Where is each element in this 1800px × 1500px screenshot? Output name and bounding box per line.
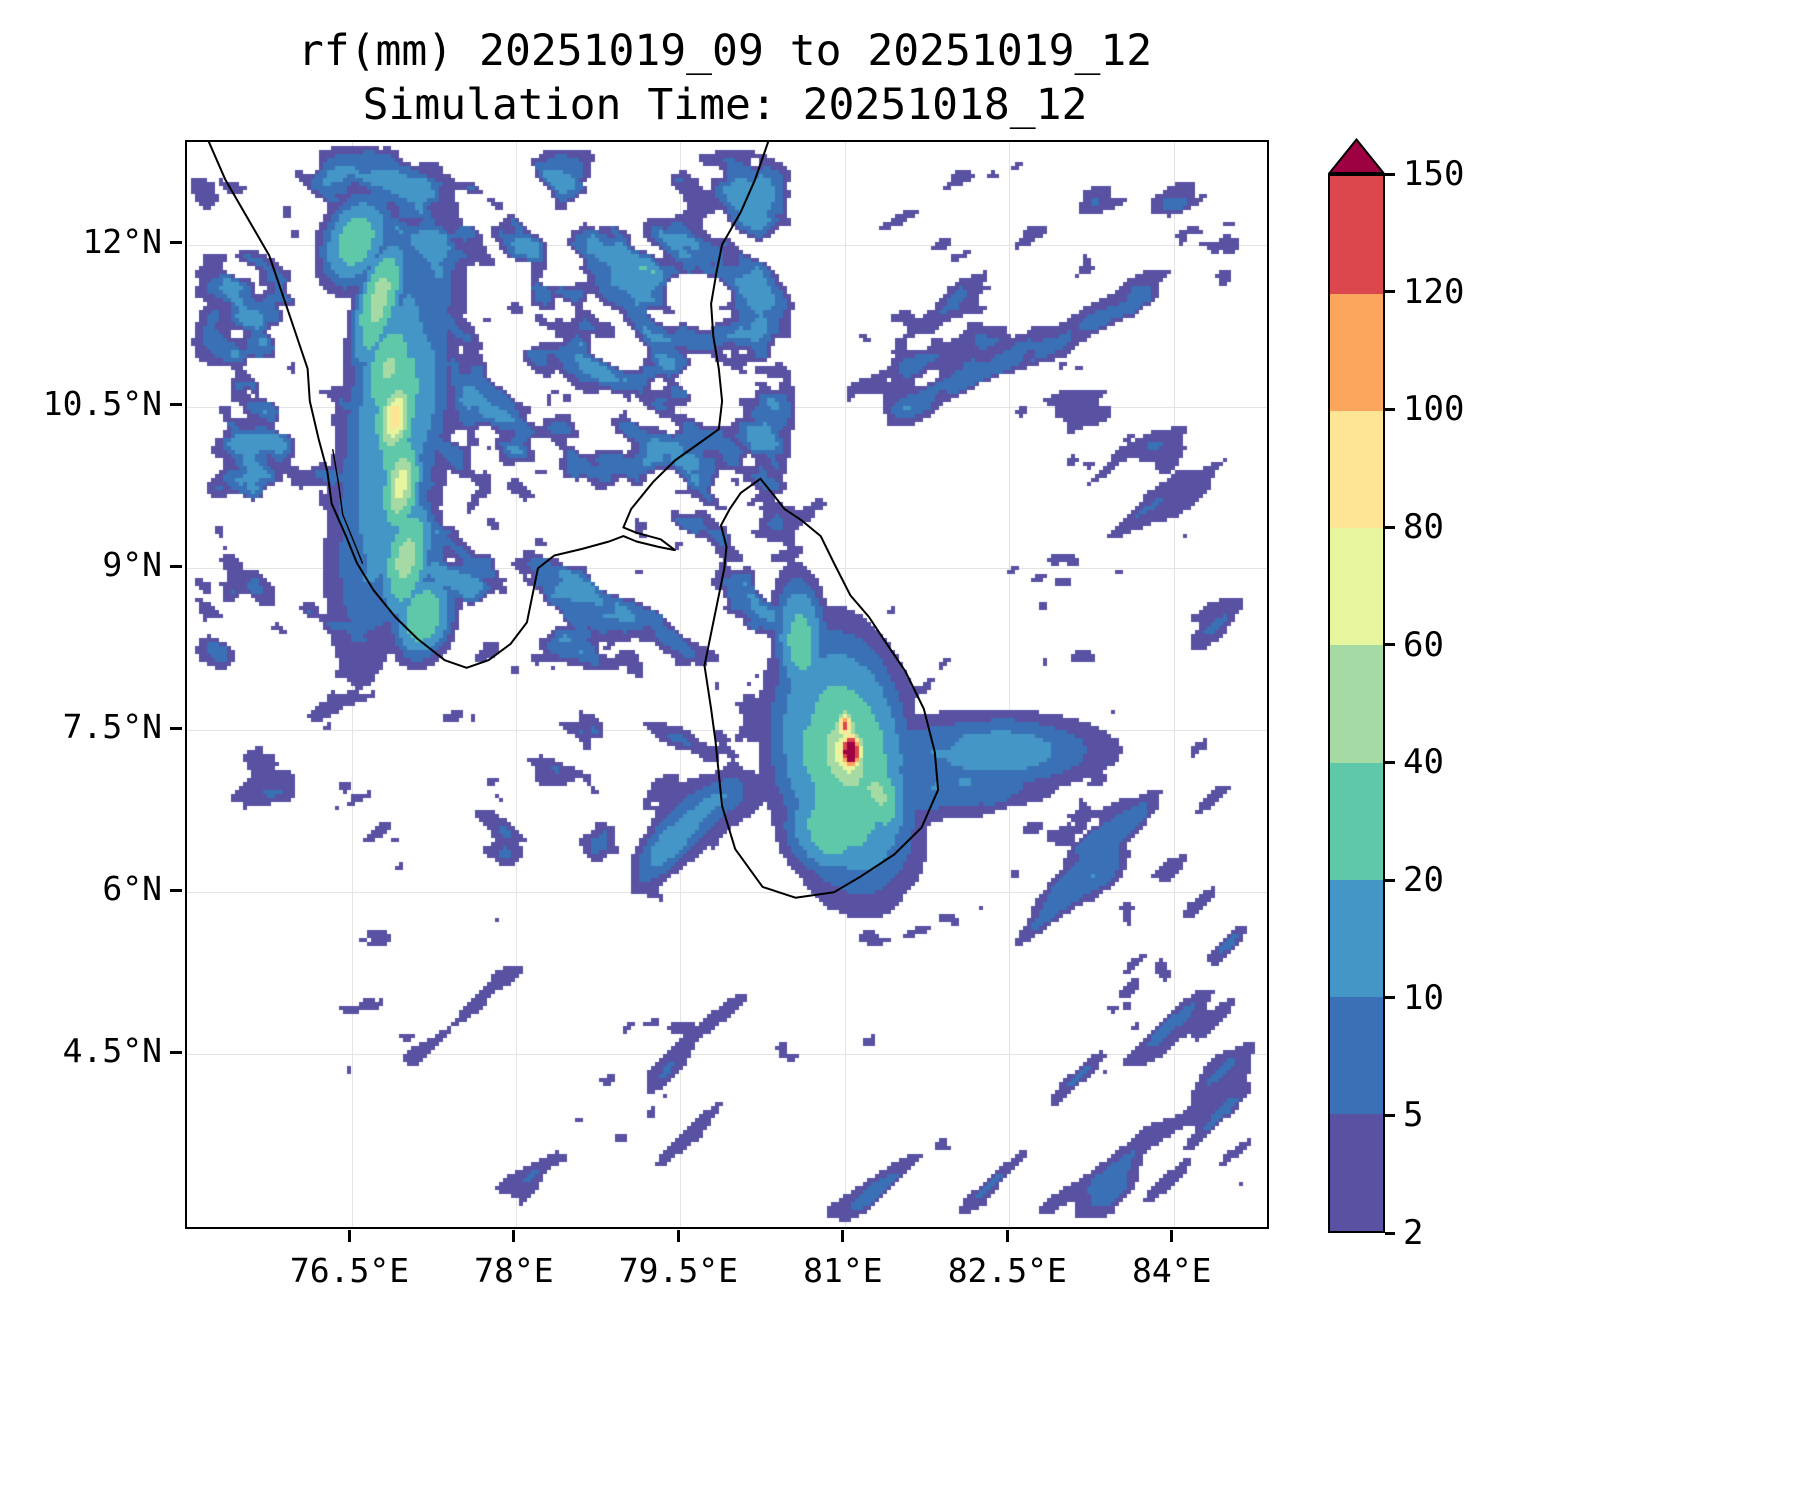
colorbar-tick-label: 20 xyxy=(1403,860,1444,900)
x-tickmark xyxy=(512,1230,516,1242)
y-tickmark xyxy=(170,241,182,245)
x-tickmark xyxy=(1170,1230,1174,1242)
y-tick-label: 9°N xyxy=(102,545,162,585)
colorbar-tick-label: 10 xyxy=(1403,977,1444,1018)
y-tickmark xyxy=(170,403,182,406)
y-tick-label: 12°N xyxy=(82,221,162,261)
y-tickmark xyxy=(170,1050,182,1054)
colorbar-tickmark xyxy=(1385,1113,1395,1117)
colorbar-band xyxy=(1330,1113,1383,1231)
colorbar-band xyxy=(1330,293,1383,411)
colorbar-band xyxy=(1330,176,1383,294)
colorbar-tick-label: 120 xyxy=(1403,271,1465,312)
y-tick-label: 10.5°N xyxy=(42,383,162,423)
colorbar-tickmark xyxy=(1385,290,1395,294)
y-tick-label: 7.5°N xyxy=(62,707,162,747)
colorbar-tick-label: 100 xyxy=(1403,389,1465,430)
colorbar-band xyxy=(1330,527,1383,646)
y-tickmark xyxy=(170,888,182,892)
x-tick-label: 82.5°E xyxy=(947,1251,1067,1290)
x-tick-label: 79.5°E xyxy=(618,1251,738,1290)
x-tick-label: 76.5°E xyxy=(289,1251,410,1290)
colorbar-tickmark xyxy=(1385,1231,1395,1235)
colorbar-tickmark xyxy=(1385,878,1395,882)
colorbar-tickmark xyxy=(1385,525,1395,529)
colorbar-band xyxy=(1330,644,1383,763)
colorbar-tickmark xyxy=(1385,760,1395,764)
x-tickmark xyxy=(676,1230,680,1242)
colorbar-extend-arrow xyxy=(1328,138,1385,174)
coastline-india xyxy=(207,142,770,669)
chart-title: rf(mm) 20251019_09 to 20251019_12 xyxy=(297,26,1153,76)
y-tick-label: 4.5°N xyxy=(62,1031,162,1071)
x-tickmark xyxy=(1005,1230,1009,1242)
colorbar-tick-label: 40 xyxy=(1403,742,1444,783)
colorbar-tick-label: 60 xyxy=(1403,624,1444,665)
colorbar-tickmark xyxy=(1385,172,1395,176)
coastline-overlay xyxy=(207,142,940,899)
colorbar-tick-label: 2 xyxy=(1403,1213,1424,1253)
coastline-sri-lanka xyxy=(703,477,940,899)
x-tick-label: 78°E xyxy=(474,1251,554,1290)
colorbar-tick-label: 5 xyxy=(1403,1095,1424,1136)
y-tick-label: 6°N xyxy=(102,869,162,909)
x-tickmark xyxy=(348,1230,351,1242)
rainfall-field-canvas xyxy=(187,142,1267,1227)
colorbar-tickmark xyxy=(1385,996,1395,1000)
colorbar-tick-label: 80 xyxy=(1403,507,1444,547)
x-tick-label: 84°E xyxy=(1132,1251,1212,1290)
colorbar-band xyxy=(1330,996,1383,1115)
y-tickmark xyxy=(170,564,182,568)
colorbar-tick-label: 150 xyxy=(1403,154,1465,194)
x-tickmark xyxy=(841,1230,845,1242)
colorbar-tickmark xyxy=(1385,407,1395,411)
colorbar-tickmark xyxy=(1385,643,1395,647)
y-tickmark xyxy=(170,726,182,730)
map-plot-area xyxy=(185,140,1269,1229)
colorbar-band xyxy=(1330,879,1383,998)
coastline-kerala-lagoon xyxy=(332,449,364,564)
colorbar-band xyxy=(1330,762,1383,880)
colorbar-band xyxy=(1330,410,1383,529)
chart-subtitle: Simulation Time: 20251018_12 xyxy=(362,80,1088,130)
colorbar-bar xyxy=(1328,174,1385,1233)
x-tick-label: 81°E xyxy=(803,1251,883,1290)
